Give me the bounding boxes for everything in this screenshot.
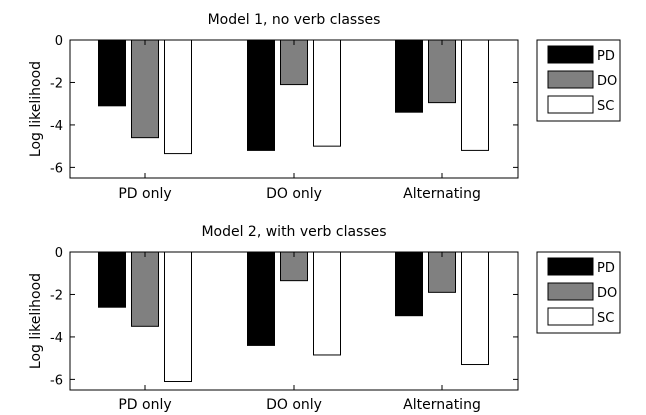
y-tick-label: -2: [50, 288, 63, 303]
legend-label-pd: PD: [597, 49, 615, 64]
legend-label-pd: PD: [597, 261, 615, 276]
legend-swatch-pd: [547, 45, 594, 64]
y-tick-label: 0: [55, 246, 63, 261]
y-tick-label: -6: [50, 373, 63, 388]
legend-swatch-do: [547, 282, 594, 301]
y-axis-label: Log likelihood: [28, 61, 44, 157]
bar-do-3: [428, 251, 456, 293]
y-tick-label: -4: [50, 119, 63, 134]
bar-pd-1: [98, 39, 126, 107]
bar-pd-2: [247, 39, 275, 151]
y-tick-label: 0: [55, 34, 63, 49]
bar-sc-3: [461, 251, 489, 366]
bar-sc-2: [313, 251, 341, 356]
bar-pd-1: [98, 251, 126, 308]
legend-label-sc: SC: [597, 99, 614, 114]
legend: PD DO SC: [536, 39, 621, 122]
x-category-label: DO only: [266, 186, 322, 202]
legend-label-sc: SC: [597, 311, 614, 326]
legend: PD DO SC: [536, 251, 621, 334]
bar-sc-1: [164, 39, 192, 155]
bar-sc-2: [313, 39, 341, 147]
y-tick-label: -2: [50, 76, 63, 91]
bar-sc-3: [461, 39, 489, 151]
x-category-label: Alternating: [403, 397, 481, 413]
legend-label-do: DO: [597, 286, 617, 301]
chart-title: Model 2, with verb classes: [201, 224, 386, 240]
bar-do-1: [131, 39, 159, 139]
legend-swatch-pd: [547, 257, 594, 276]
bar-pd-3: [395, 251, 423, 317]
legend-swatch-sc: [547, 95, 594, 114]
bar-sc-1: [164, 251, 192, 383]
x-category-label: PD only: [118, 186, 171, 202]
x-category-label: Alternating: [403, 186, 481, 202]
bar-pd-3: [395, 39, 423, 113]
bar-do-2: [280, 39, 308, 86]
legend-swatch-do: [547, 70, 594, 89]
chart-title: Model 1, no verb classes: [208, 12, 381, 28]
legend-label-do: DO: [597, 74, 617, 89]
bar-do-3: [428, 39, 456, 104]
chart-panel-1: Model 1, no verb classes Log likelihood 0 -…: [28, 12, 621, 202]
legend-swatch-sc: [547, 307, 594, 326]
bar-pd-2: [247, 251, 275, 346]
bar-do-1: [131, 251, 159, 327]
y-tick-label: -4: [50, 331, 63, 346]
x-category-label: DO only: [266, 397, 322, 413]
y-tick-label: -6: [50, 161, 63, 176]
x-category-label: PD only: [118, 397, 171, 413]
chart-panel-2: Model 2, with verb classes Log likelihood…: [28, 224, 621, 413]
y-axis-label: Log likelihood: [28, 273, 44, 369]
